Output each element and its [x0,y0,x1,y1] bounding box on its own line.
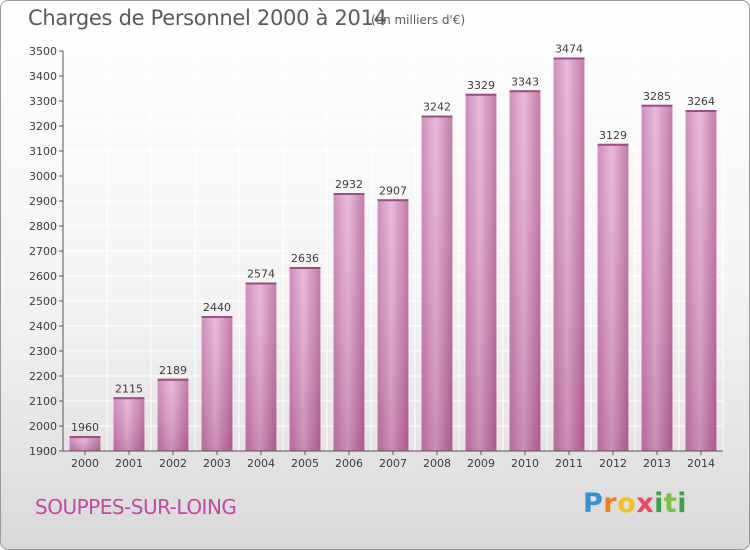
data-label: 2907 [379,184,407,197]
bar-shade-2012 [597,143,629,451]
bar-shade-2010 [509,90,541,451]
bar-top-edge [157,378,189,381]
x-tick-label: 2011 [555,457,583,470]
y-tick-label: 2100 [29,395,57,408]
x-tick-label: 2003 [203,457,231,470]
x-tick-label: 2014 [687,457,715,470]
y-tick-label: 3000 [29,170,57,183]
bar-top-edge [245,282,277,285]
bar-top-edge [509,90,541,93]
y-tick-label: 3100 [29,145,57,158]
bar-top-edge [597,143,629,146]
bar-top-edge [377,199,409,202]
x-tick-label: 2010 [511,457,539,470]
x-tick-label: 2012 [599,457,627,470]
bar-shade-2007 [377,199,409,451]
x-tick-label: 2009 [467,457,495,470]
chart-subtitle: (en milliers d'€) [371,13,466,27]
y-tick-label: 3300 [29,95,57,108]
y-tick-label: 2300 [29,345,57,358]
data-label: 3285 [643,90,671,103]
y-tick-label: 2000 [29,420,57,433]
bar-shade-2008 [421,115,453,451]
data-label: 2189 [159,364,187,377]
bar-top-edge [69,436,101,438]
x-tick-label: 2000 [71,457,99,470]
bar-top-edge [685,110,717,112]
bar-shade-2003 [201,316,233,451]
bar-top-edge [333,193,365,195]
bar-shade-2000 [69,436,101,451]
bar-top-edge [201,316,233,318]
bar-top-edge [641,104,673,107]
proxiti-logo[interactable]: Proxiti [583,488,688,519]
bar-shade-2011 [553,57,585,451]
y-tick-label: 3400 [29,70,57,83]
data-label: 1960 [71,421,99,434]
x-tick-label: 2001 [115,457,143,470]
data-label: 3264 [687,95,715,108]
bar-top-edge [421,115,453,118]
y-tick-label: 2900 [29,195,57,208]
bar-shade-2014 [685,110,717,451]
data-label: 3129 [599,129,627,142]
bar-shade-2006 [333,193,365,451]
bar-top-edge [553,57,585,60]
axes: 1900 2000 2100 2200 2300 2400 2500 2600 2700 2800… [29,45,723,470]
chart-title: Charges de Personnel 2000 à 2014 [28,6,387,30]
y-tick-label: 2800 [29,220,57,233]
bar-shade-2013 [641,104,673,451]
x-tick-label: 2006 [335,457,363,470]
bars [69,57,717,451]
y-tick-label: 2500 [29,295,57,308]
data-label: 2636 [291,252,319,265]
x-tick-label: 2008 [423,457,451,470]
data-label: 2115 [115,382,143,395]
y-tick-label: 2200 [29,370,57,383]
x-tick-label: 2007 [379,457,407,470]
commune-name: SOUPPES-SUR-LOING [35,495,237,519]
y-tick-label: 1900 [29,445,57,458]
x-tick-label: 2004 [247,457,275,470]
x-tick-label: 2002 [159,457,187,470]
y-tick-label: 3500 [29,45,57,58]
data-label: 3474 [555,43,583,56]
y-tick-label: 3200 [29,120,57,133]
x-tick-label: 2005 [291,457,319,470]
bar-shade-2002 [157,378,189,451]
y-tick-label: 2700 [29,245,57,258]
bar-shade-2001 [113,397,145,451]
bar-top-edge [113,397,145,400]
data-label: 2932 [335,178,363,191]
bar-top-edge [465,93,497,96]
bar-shade-2005 [289,267,321,451]
data-label: 3242 [423,101,451,114]
y-tick-label: 2600 [29,270,57,283]
data-labels: 1960 2115 2189 2440 2574 2636 2932 2907 3242 3329… [71,43,715,435]
bar-shade-2009 [465,93,497,451]
data-label: 2574 [247,268,275,281]
bar-top-edge [289,267,321,269]
x-tick-label: 2013 [643,457,671,470]
data-label: 2440 [203,301,231,314]
bar-shade-2004 [245,282,277,451]
data-label: 3329 [467,79,495,92]
y-tick-label: 2400 [29,320,57,333]
data-label: 3343 [511,75,539,88]
